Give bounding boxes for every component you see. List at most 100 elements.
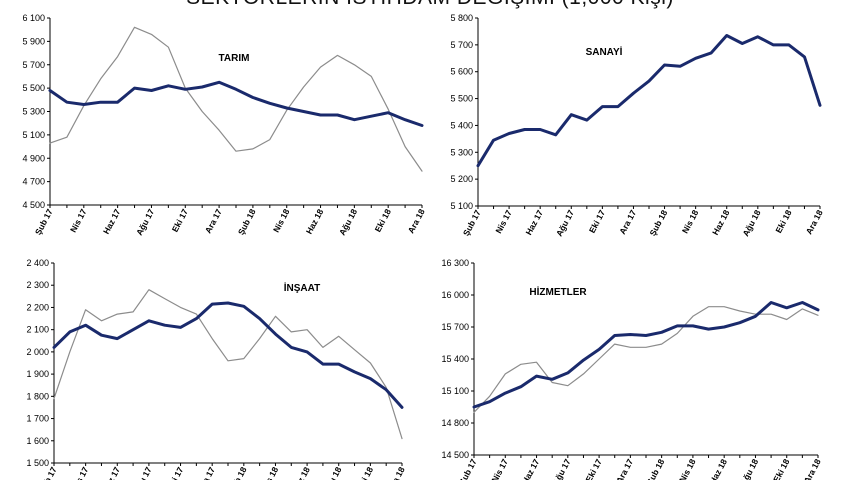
x-tick-label: Şub 17 <box>33 207 55 237</box>
x-tick-label: Şub 18 <box>647 208 669 238</box>
x-tick-label: Haz 18 <box>710 208 732 237</box>
x-tick-label: Nis 17 <box>68 207 89 234</box>
y-tick-label: 2 300 <box>26 280 49 290</box>
y-tick-label: 5 200 <box>450 174 473 184</box>
x-tick-label: Ara 18 <box>386 465 407 480</box>
x-tick-label: Şub 18 <box>644 457 666 480</box>
x-tick-label: Ağu 18 <box>321 465 343 480</box>
x-tick-label: Şub 17 <box>457 457 479 480</box>
x-tick-label: Ağu 18 <box>337 207 359 237</box>
x-tick-label: Haz 17 <box>101 465 123 480</box>
y-tick-label: 14 500 <box>441 450 469 460</box>
x-tick-label: Ağu 17 <box>134 207 156 237</box>
chart-panel-sanayi: 5 100 5 200 5 300 5 400 5 500 5 600 5 700 5 800… <box>434 10 860 250</box>
y-tick-label: 5 600 <box>450 67 473 77</box>
y-tick-label: 14 800 <box>441 418 469 428</box>
y-tick-label: 5 100 <box>22 130 45 140</box>
series-line-bold <box>52 301 404 409</box>
x-tick-label: Ara 17 <box>614 457 635 480</box>
x-tick-label: Ara 17 <box>203 207 224 235</box>
y-tick-label: 2 400 <box>26 258 49 268</box>
x-tick-label: Nis 17 <box>70 465 91 480</box>
x-tick-label: Nis 17 <box>493 208 514 235</box>
y-tick-label: 4 500 <box>22 200 45 210</box>
x-tick-label: Ara 17 <box>196 465 217 480</box>
x-tick-label: Ağu 18 <box>738 457 760 480</box>
x-tick-label: Eki 18 <box>373 207 393 234</box>
y-tick-label: 1 600 <box>26 436 49 446</box>
x-tick-label: Eki 17 <box>583 457 603 480</box>
series-line-bold <box>472 301 820 409</box>
x-tick-label: Haz 17 <box>520 457 542 480</box>
series-line-thin <box>49 26 423 172</box>
x-tick-label: Haz 18 <box>290 465 312 480</box>
x-tick-label: Haz 17 <box>101 207 123 236</box>
chart-hizmetler-svg: 14 500 14 800 15 100 15 400 15 700 16 000 16 3… <box>441 258 823 480</box>
x-tick-label: Eki 18 <box>771 457 791 480</box>
y-tick-label: 1 900 <box>26 369 49 379</box>
x-tick-label: Nis 18 <box>680 208 701 235</box>
chart-title: TARIM <box>219 53 250 64</box>
x-tick-label: Haz 17 <box>523 208 545 237</box>
y-tick-label: 16 300 <box>441 258 469 268</box>
y-tick-label: 5 700 <box>22 60 45 70</box>
y-tick-label: 5 800 <box>450 13 473 23</box>
chart-panel-insaat: 1 500 1 600 1 700 1 800 1 900 2 000 2 100 2 200… <box>6 255 434 480</box>
x-tick-label: Şub 18 <box>236 207 258 237</box>
y-tick-label: 5 400 <box>450 120 473 130</box>
x-tick-label: Haz 18 <box>707 457 729 480</box>
x-tick-label: Ağu 17 <box>550 457 572 480</box>
chart-title: HİZMETLER <box>529 285 587 298</box>
chart-panel-hizmetler: 14 500 14 800 15 100 15 400 15 700 16 000 16 3… <box>434 255 860 480</box>
y-tick-label: 5 900 <box>22 36 45 46</box>
y-tick-label: 5 500 <box>450 94 473 104</box>
y-tick-label: 5 300 <box>22 107 45 117</box>
x-tick-label: Eki 17 <box>165 465 185 480</box>
series-line-thin <box>473 306 819 413</box>
x-tick-label: Eki 17 <box>170 207 190 234</box>
x-tick-label: Ara 18 <box>802 457 823 480</box>
y-tick-label: 5 300 <box>450 147 473 157</box>
y-tick-label: 4 900 <box>22 153 45 163</box>
y-tick-label: 5 700 <box>450 40 473 50</box>
y-tick-label: 15 400 <box>441 354 469 364</box>
y-tick-label: 2 200 <box>26 302 49 312</box>
y-tick-label: 1 800 <box>26 391 49 401</box>
chart-panel-tarim: 4 500 4 700 4 900 5 100 5 300 5 500 5 700 5 900… <box>6 10 434 250</box>
series-line-thin <box>53 289 403 440</box>
y-tick-label: 5 500 <box>22 83 45 93</box>
x-tick-label: Şub 17 <box>461 208 483 238</box>
x-tick-label: Nis 18 <box>271 207 292 234</box>
y-tick-label: 2 100 <box>26 325 49 335</box>
y-tick-label: 1 500 <box>26 458 49 468</box>
y-tick-label: 4 700 <box>22 177 45 187</box>
x-tick-label: Ağu 18 <box>740 208 762 238</box>
x-tick-label: Eki 18 <box>773 208 793 235</box>
chart-title: İNŞAAT <box>284 281 320 294</box>
x-tick-label: Haz 18 <box>304 207 326 236</box>
y-tick-label: 6 100 <box>22 13 45 23</box>
page-title: SEKTÖRLERİN İSTİHDAM DEĞİŞİMİ (1,000 Kiş… <box>0 0 860 10</box>
x-tick-label: Nis 18 <box>260 465 281 480</box>
chart-insaat-svg: 1 500 1 600 1 700 1 800 1 900 2 000 2 100 2 200… <box>26 258 407 480</box>
x-tick-label: Şub 18 <box>227 465 249 480</box>
series-line-bold <box>48 80 424 127</box>
x-tick-label: Ağu 17 <box>132 465 154 480</box>
x-tick-label: Nis 18 <box>677 457 698 480</box>
chart-tarim-svg: 4 500 4 700 4 900 5 100 5 300 5 500 5 700 5 900… <box>22 13 427 237</box>
x-tick-label: Eki 17 <box>587 208 607 235</box>
y-tick-label: 15 700 <box>441 322 469 332</box>
x-tick-label: Ara 17 <box>617 208 638 236</box>
y-tick-label: 5 100 <box>450 201 473 211</box>
chart-title: SANAYİ <box>586 45 623 58</box>
x-tick-label: Ara 18 <box>406 207 427 235</box>
x-tick-label: Nis 17 <box>489 457 510 480</box>
x-tick-label: Ağu 17 <box>554 208 576 238</box>
y-tick-label: 15 100 <box>441 386 469 396</box>
y-tick-label: 16 000 <box>441 290 469 300</box>
y-tick-label: 1 700 <box>26 414 49 424</box>
series-line-bold <box>476 34 822 168</box>
x-tick-label: Eki 18 <box>355 465 375 480</box>
y-tick-label: 2 000 <box>26 347 49 357</box>
chart-sanayi-svg: 5 100 5 200 5 300 5 400 5 500 5 600 5 700 5 800… <box>450 13 824 238</box>
